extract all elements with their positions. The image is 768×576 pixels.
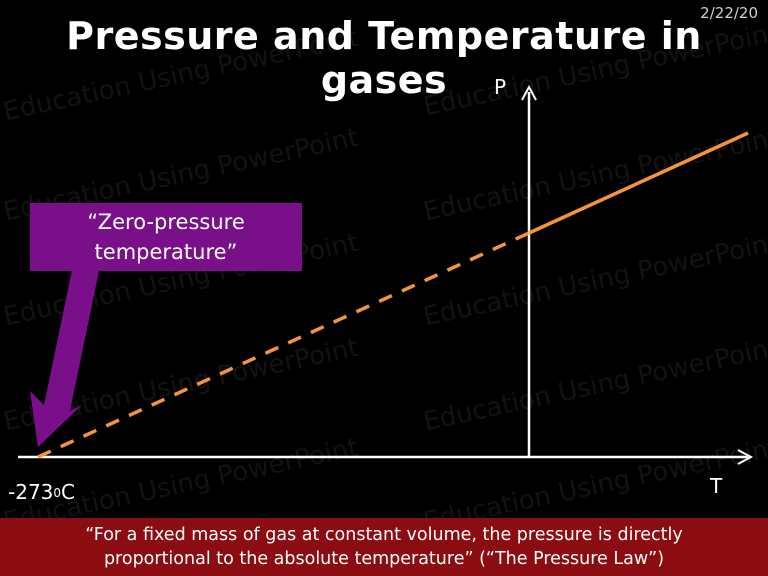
x-axis-arrowhead: [737, 449, 754, 465]
absolute-zero-value: -273: [8, 480, 54, 504]
absolute-zero-label: -2730C: [8, 480, 75, 504]
y-axis-label: P: [494, 75, 507, 99]
y-axis-arrowhead: [521, 84, 537, 101]
zero-pressure-callout: “Zero-pressure temperature”: [30, 203, 302, 271]
celsius-unit: C: [61, 480, 75, 504]
slide-title: Pressure and Temperature in gases: [66, 14, 702, 102]
slide-date: 2/22/20: [700, 4, 758, 22]
callout-line-2: temperature”: [94, 240, 238, 264]
degree-superscript: 0: [53, 486, 62, 500]
pressure-line: [528, 131, 749, 235]
x-axis-label: T: [710, 474, 723, 498]
footer-line-1: “For a fixed mass of gas at constant vol…: [85, 525, 683, 545]
footer-line-2: proportional to the absolute temperature…: [103, 549, 665, 569]
pressure-law-footer: “For a fixed mass of gas at constant vol…: [0, 518, 768, 576]
callout-arrow: [30, 265, 99, 447]
callout-line-1: “Zero-pressure: [87, 210, 245, 234]
